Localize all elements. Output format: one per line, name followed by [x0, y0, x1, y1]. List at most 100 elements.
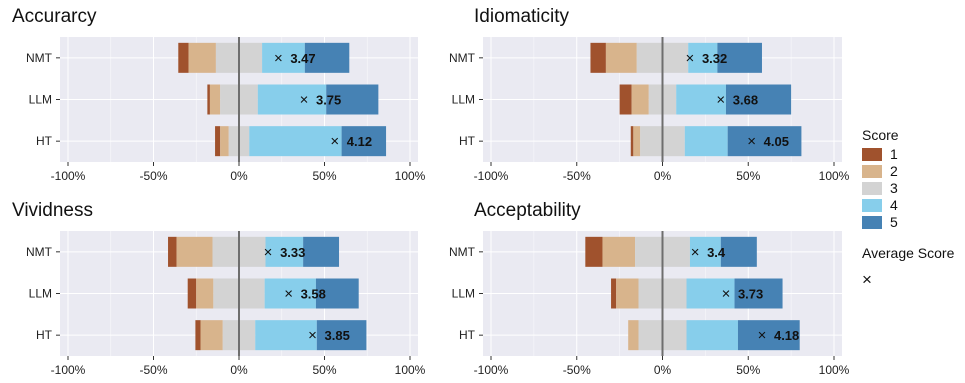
- x-tick-label: 0%: [654, 169, 672, 183]
- x-tick-label: -50%: [139, 169, 167, 183]
- x-tick-label: 0%: [654, 363, 672, 377]
- bar-segment-score-5: [326, 84, 379, 115]
- category-label: NMT: [449, 51, 476, 65]
- bar-segment-score-2: [605, 42, 637, 73]
- legend-swatch-score-2: [862, 165, 882, 178]
- average-marker: ×: [264, 244, 273, 261]
- legend-swatch-score-5: [862, 216, 882, 229]
- average-score-label: 3.33: [280, 245, 305, 260]
- average-score-label: 4.18: [774, 328, 799, 343]
- category-label: LLM: [452, 93, 475, 107]
- average-score-label: 3.73: [738, 287, 763, 302]
- bar-segment-score-4: [257, 84, 327, 115]
- x-tick-label: 100%: [819, 363, 850, 377]
- bar-segment-score-5: [725, 84, 792, 115]
- x-tick-label: -50%: [563, 169, 591, 183]
- x-tick-label: 50%: [312, 363, 336, 377]
- bar-segment-score-1: [215, 126, 221, 157]
- x-tick-label: 50%: [736, 363, 760, 377]
- bar-segment-score-2: [631, 84, 649, 115]
- bar-segment-score-5: [341, 126, 387, 157]
- average-score-label: 4.05: [764, 134, 789, 149]
- bar-segment-score-5: [316, 320, 367, 351]
- bar-segment-score-1: [611, 278, 617, 309]
- average-marker: ×: [330, 133, 339, 150]
- x-tick-label: -100%: [51, 169, 86, 183]
- category-label: LLM: [452, 287, 475, 301]
- bar-segment-score-1: [195, 320, 201, 351]
- bar-segment-score-1: [178, 42, 189, 73]
- category-label: NMT: [26, 51, 53, 65]
- x-tick-label: -50%: [139, 363, 167, 377]
- average-marker: ×: [758, 327, 767, 344]
- category-label: HT: [459, 328, 476, 342]
- chart-title: Acceptability: [474, 200, 581, 221]
- category-label: HT: [459, 134, 476, 148]
- x-tick-label: 0%: [230, 169, 248, 183]
- bar-segment-score-2: [196, 278, 214, 309]
- average-marker: ×: [722, 286, 731, 303]
- bar-segment-score-4: [684, 126, 728, 157]
- legend-label-score-1: 1: [890, 146, 898, 162]
- category-label: LLM: [29, 93, 52, 107]
- bar-segment-score-2: [616, 278, 639, 309]
- bar-segment-score-4: [686, 320, 738, 351]
- bar-segment-score-4: [688, 42, 718, 73]
- legend-label-score-5: 5: [890, 214, 898, 230]
- average-marker: ×: [747, 133, 756, 150]
- bar-segment-score-4: [686, 278, 735, 309]
- bar-segment-score-4: [676, 84, 726, 115]
- chart-panel-4: -100% -50% 0% 50% 100% × 3.4 NMT × 3.73 LLM × 4.18 HT…: [449, 200, 850, 377]
- chart-panel-1: -100% -50% 0% 50% 100% × 3.47 NMT × 3.75 LLM × 4.12 H…: [12, 6, 426, 183]
- bar-segment-score-2: [220, 126, 229, 157]
- legend-swatch-score-1: [862, 148, 882, 161]
- category-label: HT: [36, 134, 53, 148]
- legend-swatch-score-3: [862, 182, 882, 195]
- average-score-label: 3.85: [325, 328, 350, 343]
- average-score-label: 3.4: [707, 245, 726, 260]
- average-score-label: 3.47: [290, 51, 315, 66]
- average-marker: ×: [716, 92, 725, 109]
- average-score-label: 3.32: [702, 51, 727, 66]
- chart-panel-2: -100% -50% 0% 50% 100% × 3.32 NMT × 3.68 LLM × 4.05 H…: [449, 6, 850, 183]
- category-label: LLM: [29, 287, 52, 301]
- bar-segment-score-2: [188, 42, 216, 73]
- bar-segment-score-2: [602, 236, 636, 267]
- x-tick-label: -50%: [563, 363, 591, 377]
- legend-average-marker: ×: [862, 270, 872, 289]
- bar-segment-score-1: [187, 278, 197, 309]
- bar-segment-score-5: [315, 278, 359, 309]
- bar-segment-score-4: [689, 236, 721, 267]
- average-marker: ×: [300, 92, 309, 109]
- average-marker: ×: [274, 50, 283, 67]
- bar-segment-score-1: [168, 236, 177, 267]
- bar-segment-score-2: [209, 84, 221, 115]
- bar-segment-score-4: [249, 126, 342, 157]
- average-marker: ×: [686, 50, 695, 67]
- bar-segment-score-1: [585, 236, 603, 267]
- x-tick-label: 100%: [395, 363, 426, 377]
- chart-title: Accurarcy: [12, 6, 97, 27]
- average-marker: ×: [284, 286, 293, 303]
- legend-label-score-4: 4: [890, 197, 898, 213]
- bar-segment-score-1: [630, 126, 634, 157]
- x-tick-label: -100%: [474, 363, 509, 377]
- bar-segment-score-4: [264, 278, 316, 309]
- average-score-label: 3.68: [733, 93, 758, 108]
- category-label: NMT: [26, 245, 53, 259]
- bar-segment-score-2: [628, 320, 639, 351]
- bar-segment-score-5: [734, 278, 783, 309]
- average-marker: ×: [308, 327, 317, 344]
- x-tick-label: 100%: [395, 169, 426, 183]
- legend-label-score-2: 2: [890, 163, 898, 179]
- bar-segment-score-1: [619, 84, 632, 115]
- legend-average-title: Average Score: [862, 245, 955, 261]
- bar-segment-score-4: [262, 42, 305, 73]
- bar-segment-score-1: [590, 42, 606, 73]
- bar-segment-score-1: [207, 84, 210, 115]
- bar-segment-score-5: [304, 42, 350, 73]
- average-marker: ×: [691, 244, 700, 261]
- chart-title: Vividness: [12, 200, 93, 221]
